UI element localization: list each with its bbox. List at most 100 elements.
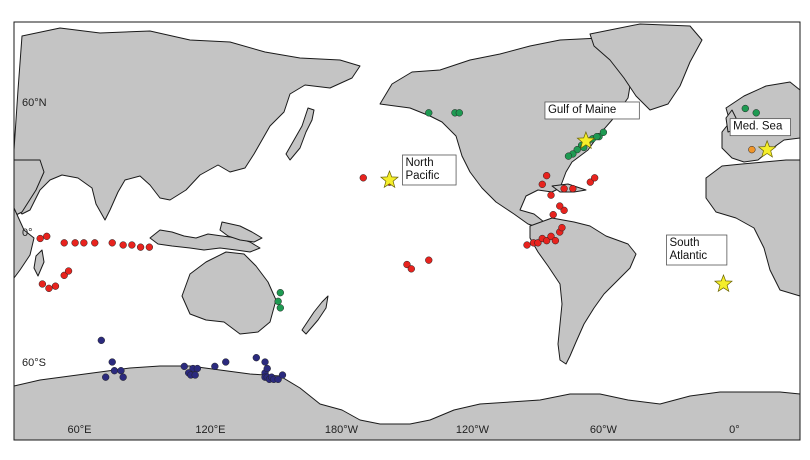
red-sample-point (534, 239, 542, 247)
red-sample-point (560, 206, 568, 214)
red-sample-point (547, 232, 555, 240)
site-label-box (666, 234, 728, 266)
lon-label: 120°E (195, 424, 225, 436)
green-sample-point (599, 128, 608, 136)
green-sample-point (425, 109, 433, 117)
red-sample-point (551, 237, 560, 245)
site-star-icon (576, 131, 596, 150)
red-sample-point (591, 174, 599, 182)
south-america-landmass (529, 217, 637, 365)
site-label: Med. Sea (733, 121, 783, 133)
new-guinea-landmass (219, 221, 263, 243)
red-sample-point (403, 260, 411, 269)
navy-sample-point (102, 373, 110, 381)
green-sample-point (274, 297, 282, 305)
red-sample-point (543, 237, 551, 245)
lon-label: 60°E (67, 424, 91, 436)
greenland-landmass (589, 23, 703, 111)
red-sample-point (64, 267, 73, 275)
red-sample-point (547, 191, 555, 199)
lat-label: 60°S (22, 357, 46, 369)
navy-sample-point (274, 375, 282, 384)
site-star-icon (379, 170, 399, 189)
red-sample-point (569, 185, 577, 193)
caribbean-islands-landmass (551, 183, 587, 193)
new-zealand-landmass (301, 295, 329, 335)
red-sample-point (36, 234, 44, 243)
navy-sample-point (97, 336, 105, 345)
lat-label: 60°N (22, 97, 47, 109)
africa-west-landmass (705, 159, 801, 297)
green-sample-point (564, 152, 573, 160)
red-sample-point (60, 239, 68, 247)
site-star-icon (757, 139, 777, 158)
red-sample-point (108, 239, 116, 247)
site-label: Atlantic (669, 250, 707, 262)
lat-label: 0° (22, 227, 33, 239)
landmasses (13, 23, 801, 441)
green-sample-point (276, 304, 284, 312)
navy-sample-point (263, 364, 271, 373)
madagascar-landmass (33, 249, 45, 277)
red-sample-point (359, 174, 367, 182)
red-sample-point (136, 243, 145, 251)
navy-sample-point (119, 373, 127, 381)
red-sample-point (538, 180, 546, 188)
red-sample-point (38, 280, 47, 288)
green-sample-point (752, 109, 760, 117)
japan-landmass (285, 107, 315, 161)
red-sample-point (51, 282, 60, 290)
red-sample-point (586, 178, 594, 186)
red-sample-point (560, 185, 568, 193)
red-sample-point (119, 241, 127, 249)
latitude-labels: 60°N 0° 60°S (22, 97, 47, 369)
longitude-labels: 60°E 120°E 180°W 120°W 60°W 0° (67, 424, 739, 436)
site-label-box (402, 154, 457, 186)
red-sample-point (549, 211, 557, 219)
green-sample-point (276, 289, 284, 297)
red-sample-point (558, 224, 566, 232)
navy-sample-point (261, 358, 269, 366)
red-sample-point (91, 239, 99, 247)
eurasia-landmass (13, 27, 361, 221)
red-sample-point (71, 239, 79, 247)
red-sample-point (60, 271, 68, 279)
red-sample-point (43, 232, 51, 240)
navy-sample-point (108, 358, 116, 366)
green-sample-point (455, 109, 463, 117)
lon-label: 180°W (325, 424, 359, 436)
red-sample-point (407, 265, 415, 273)
red-sample-point (543, 172, 551, 180)
navy-sample-point (211, 362, 219, 371)
red-sample-point (45, 284, 53, 292)
red-sample-point (145, 243, 153, 251)
green-sample-point (593, 133, 601, 141)
site-label: Pacific (405, 170, 439, 182)
navy-sample-point (180, 362, 188, 371)
site-label-box (544, 101, 640, 120)
site-label-box (729, 118, 791, 137)
red-sample-point (425, 256, 433, 264)
green-sample-point (741, 104, 749, 113)
north-america-landmass (379, 37, 651, 229)
green-sample-point (573, 146, 581, 154)
lon-label: 60°W (590, 424, 618, 436)
map-frame (13, 21, 801, 441)
orange-sample-point (748, 146, 756, 154)
navy-sample-point (193, 364, 202, 373)
lon-label: 120°W (456, 424, 490, 436)
red-sample-point (556, 202, 564, 210)
red-sample-point (128, 241, 136, 249)
site-label: North (405, 157, 433, 169)
red-sample-point (80, 239, 88, 247)
navy-sample-point (222, 358, 230, 366)
navy-sample-point (110, 367, 119, 375)
navy-sample-point (252, 354, 260, 362)
red-sample-point (523, 241, 531, 249)
navy-sample-point (278, 371, 287, 379)
navy-sample-point (117, 367, 125, 375)
navy-sample-point (191, 371, 199, 379)
site-star-icon (713, 274, 733, 293)
lon-label: 0° (729, 424, 740, 436)
